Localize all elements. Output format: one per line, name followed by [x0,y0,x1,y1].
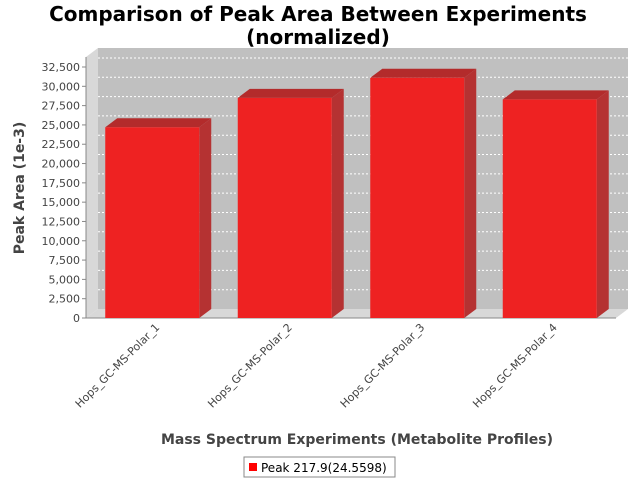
y-tick-label: 30,000 [42,80,81,93]
bar-front [370,77,465,318]
y-tick-label: 2,500 [49,293,81,306]
legend-label: Peak 217.9(24.5598) [261,461,387,475]
chart-subtitle: (normalized) [246,25,390,49]
y-tick-label: 27,500 [42,100,81,113]
bar-top [370,68,477,78]
legend-box [243,456,396,478]
bar [105,118,212,319]
bar-top [502,90,609,100]
y-axis-label: Peak Area (1e-3) [12,122,28,255]
y-tick-label: 12,500 [42,215,81,228]
x-axis: Hops_GC-MS-Polar_1 Hops_GC-MS-Polar_2 Hops… [73,321,560,411]
bar-side [199,118,212,319]
x-tick-label: Hops_GC-MS-Polar_2 [205,321,295,411]
y-tick-label: 15,000 [42,196,81,209]
y-tick-label: 10,000 [42,235,81,248]
y-tick-label: 22,500 [42,138,81,151]
bar-side [464,68,477,318]
x-tick-label: Hops_GC-MS-Polar_4 [470,321,560,411]
y-tick-label: 32,500 [42,61,81,74]
bars [105,68,609,319]
bar-front [502,99,597,318]
bar [502,90,609,318]
y-tick-label: 0 [73,312,80,325]
legend-swatch [249,463,257,471]
bar-top [105,118,212,128]
y-tick-label: 5,000 [49,273,81,286]
bar-front [237,97,332,319]
x-tick-label: Hops_GC-MS-Polar_1 [73,321,163,411]
bar [370,68,477,318]
y-tick-label: 20,000 [42,158,81,171]
legend: Peak 217.9(24.5598) [243,456,396,478]
x-tick-label: Hops_GC-MS-Polar_3 [338,321,428,411]
bar-side [331,88,344,319]
y-tick-label: 25,000 [42,119,81,132]
y-tick-label: 17,500 [42,177,81,190]
chart-title: Comparison of Peak Area Between Experime… [49,2,587,26]
plot-left-wall [86,48,98,318]
bar-top [237,88,344,98]
y-tick-label: 7,500 [49,254,81,267]
y-axis: 0 2,500 5,000 7,500 10,000 12,500 15,000 17,500… [42,57,87,325]
bar [237,88,344,319]
bar-side [596,90,609,318]
x-axis-label: Mass Spectrum Experiments (Metabolite Pr… [161,432,553,448]
plot-floor [86,309,628,318]
bar-front [105,127,200,319]
